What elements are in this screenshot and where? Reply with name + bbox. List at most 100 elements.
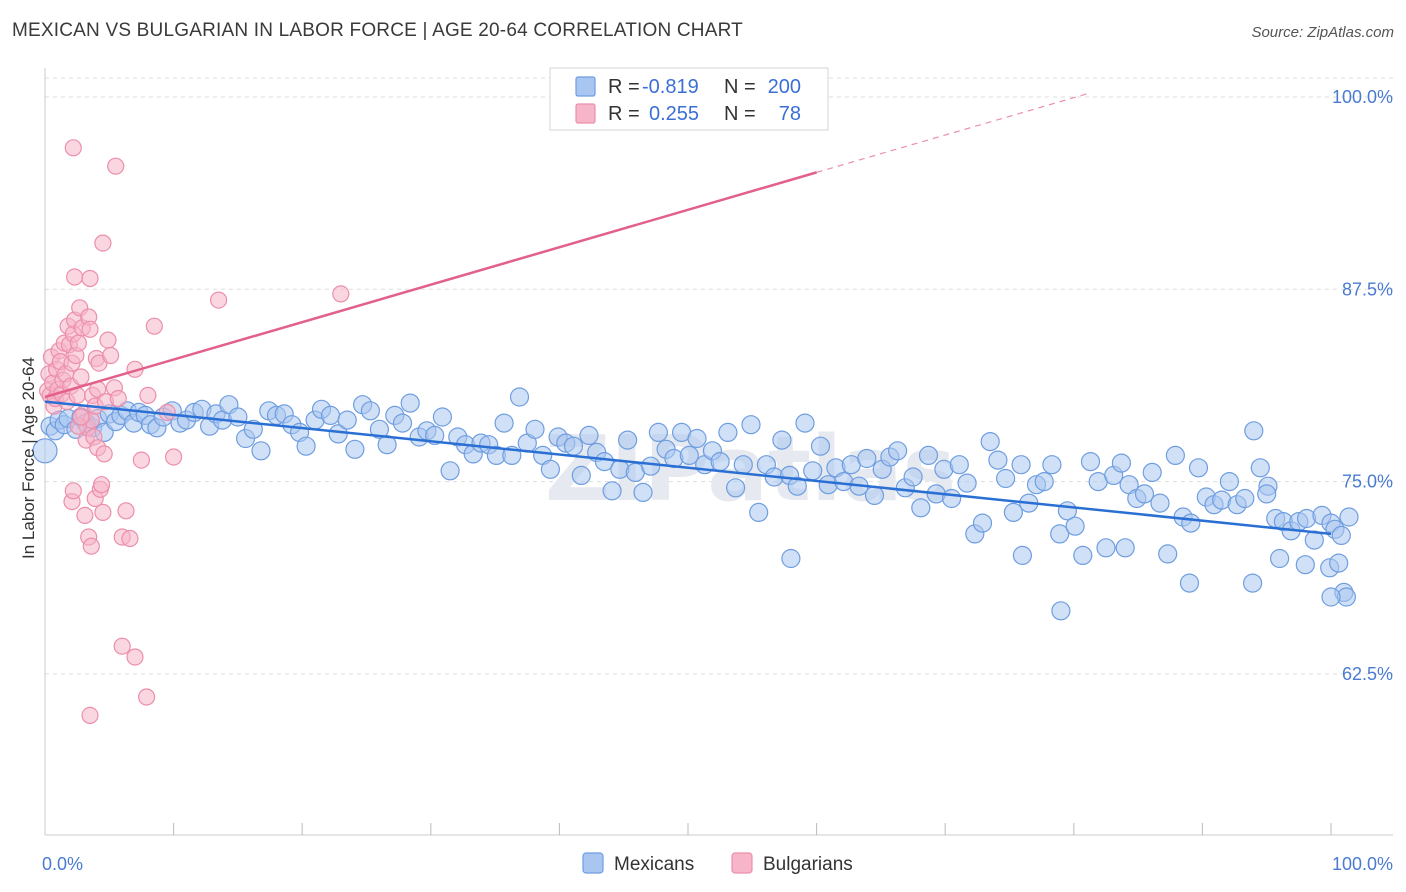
- mexicans-point: [980, 432, 1000, 452]
- mexicans-point: [772, 430, 792, 450]
- mexicans-point: [972, 513, 993, 533]
- bottom-legend-swatch-mexicans: [582, 852, 604, 874]
- correlation-legend: R = -0.819 N = 200 R = 0.255 N = 78: [549, 67, 829, 131]
- mexicans-point: [440, 461, 460, 481]
- y-tick-label: 62.5%: [1342, 664, 1393, 684]
- mexicans-point: [903, 467, 923, 487]
- mexicans-point: [1242, 573, 1263, 593]
- mexicans-point: [579, 425, 599, 445]
- bulgarians-point: [139, 386, 157, 404]
- mexicans-point: [1329, 553, 1349, 573]
- mexicans-point: [1142, 462, 1162, 482]
- legend-box: [549, 67, 829, 131]
- mexicans-point: [641, 456, 661, 476]
- mexicans-point: [718, 422, 738, 442]
- mexicans-point: [795, 413, 815, 433]
- mexicans-point: [602, 481, 622, 501]
- mexicans-point: [810, 436, 831, 456]
- legend-n-value: 78: [779, 103, 801, 125]
- mexicans-point: [1034, 472, 1054, 492]
- bottom-legend-swatch-bulgarians: [731, 852, 753, 874]
- bulgarians-point: [99, 331, 117, 349]
- mexicans-point: [1150, 493, 1170, 513]
- mexicans-trend-line: [44, 400, 1332, 536]
- mexicans-point: [400, 393, 420, 413]
- mexicans-point: [941, 488, 962, 509]
- mexicans-point: [633, 482, 653, 502]
- bulgarians-point: [81, 320, 99, 338]
- mexicans-point: [887, 441, 908, 461]
- mexicans-point: [1250, 458, 1270, 478]
- mexicans-point: [1073, 545, 1093, 566]
- legend-n-label: N =: [724, 103, 756, 125]
- bulgarians-point: [76, 506, 94, 525]
- mexicans-point: [1257, 484, 1277, 504]
- mexicans-point: [749, 502, 769, 523]
- mexicans-point: [1296, 508, 1317, 529]
- series-legend: Mexicans Bulgarians: [582, 852, 853, 875]
- bulgarians-point: [72, 368, 90, 386]
- y-tick-label: 87.5%: [1342, 279, 1393, 299]
- bulgarians-point: [81, 706, 99, 725]
- bulgarians-trend-line: [44, 171, 817, 399]
- mexicans-point: [1269, 548, 1290, 569]
- legend-r-label: R =: [608, 103, 640, 125]
- bulgarians-point: [210, 291, 228, 309]
- source-label: Source: ZipAtlas.com: [1251, 24, 1394, 41]
- bulgarians-point: [138, 688, 156, 706]
- mexicans-point: [787, 476, 807, 496]
- legend-r-value: -0.819: [642, 76, 699, 98]
- mexicans-point: [725, 478, 746, 498]
- mexicans-point: [803, 461, 823, 481]
- bulgarians-point: [145, 317, 163, 335]
- bulgarians-point: [65, 268, 84, 286]
- mexicans-point: [32, 438, 58, 464]
- mexicans-point: [679, 445, 699, 465]
- bulgarians-point: [64, 482, 82, 500]
- mexicans-point: [1235, 488, 1255, 509]
- mexicans-point: [563, 436, 584, 456]
- bulgarians-point: [64, 139, 82, 157]
- mexicans-point: [1219, 472, 1240, 492]
- mexicans-point: [594, 452, 615, 472]
- legend-n-value: 200: [768, 76, 801, 98]
- trend-lines: [44, 93, 1332, 536]
- bulgarians-point: [132, 451, 150, 469]
- bulgarians-point: [95, 445, 113, 463]
- x-tick-labels: 0.0% 100.0%: [42, 854, 1393, 874]
- mexicans-point: [1331, 525, 1351, 546]
- bulgarians-point: [69, 334, 88, 352]
- mexicans-point: [296, 436, 316, 456]
- mexicans-point: [741, 415, 761, 435]
- mexicans-point: [648, 422, 669, 442]
- mexicans-point: [540, 459, 561, 479]
- bulgarians-point: [107, 157, 125, 175]
- mexicans-point: [360, 401, 380, 421]
- mexicans-point: [1134, 484, 1155, 504]
- mexicans-point: [1080, 452, 1101, 472]
- mexicans-point: [1181, 513, 1201, 533]
- legend-swatch-bulgarians: [575, 103, 596, 124]
- mexicans-point: [369, 419, 389, 439]
- mexicans-point: [571, 465, 591, 485]
- legend-r-label: R =: [608, 76, 640, 98]
- mexicans-point: [949, 455, 969, 475]
- mexicans-point: [864, 485, 885, 505]
- mexicans-point: [345, 439, 365, 459]
- mexicans-point: [1165, 445, 1186, 465]
- mexicans-point: [733, 455, 753, 475]
- mexicans-point: [243, 419, 263, 439]
- mexicans-point: [918, 445, 939, 465]
- legend-r-value: 0.255: [649, 103, 699, 125]
- mexicans-point: [1051, 601, 1071, 621]
- mexicans-point: [710, 452, 730, 472]
- bulgarians-point: [117, 502, 135, 520]
- mexicans-point: [1011, 455, 1031, 475]
- mexicans-point: [1042, 455, 1062, 475]
- mexicans-point: [1115, 538, 1135, 558]
- mexicans-point: [857, 448, 877, 469]
- mexicans-point: [1295, 555, 1315, 575]
- mexicans-point: [1339, 507, 1359, 527]
- mexicans-point: [494, 413, 514, 433]
